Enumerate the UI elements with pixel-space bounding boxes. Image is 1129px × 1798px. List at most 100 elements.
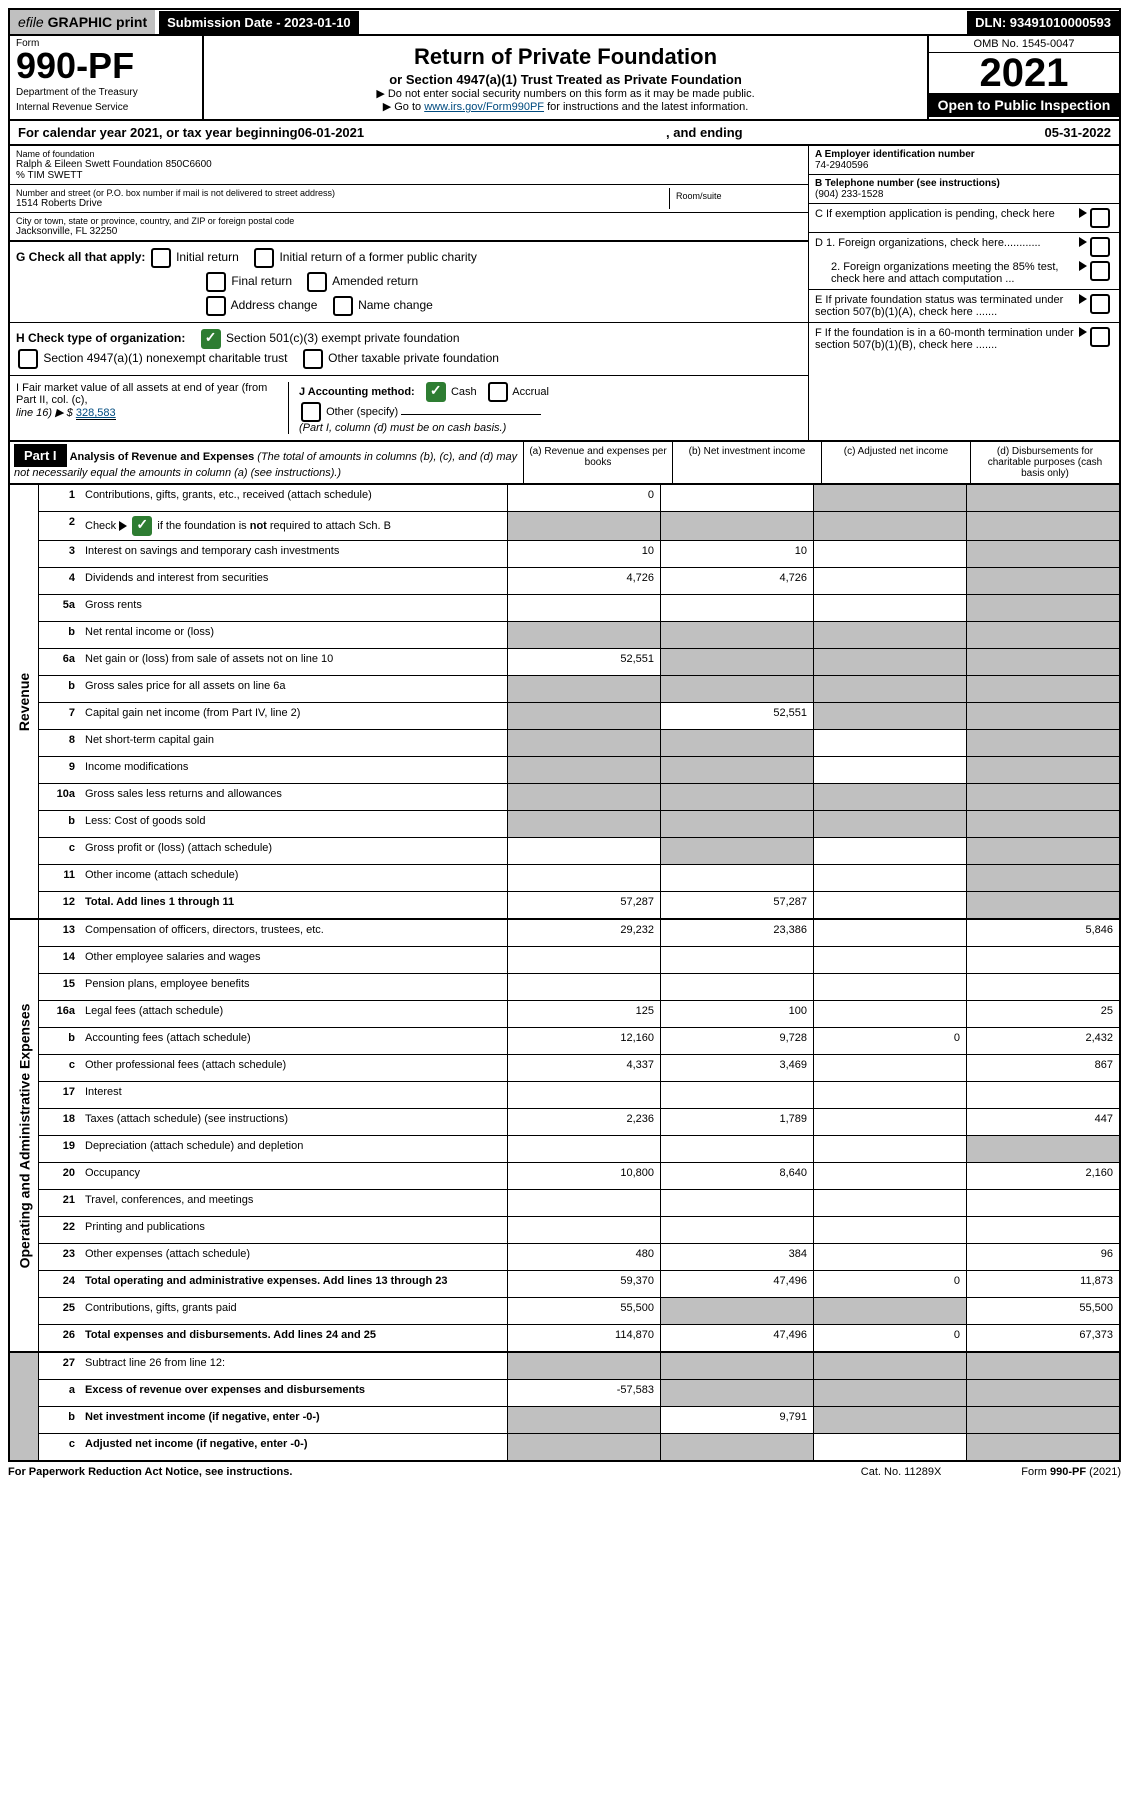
row-val bbox=[966, 649, 1119, 675]
chk-4947[interactable] bbox=[18, 349, 38, 369]
chk-cash[interactable] bbox=[426, 382, 446, 402]
col-a-head: (a) Revenue and expenses per books bbox=[523, 442, 672, 483]
row-num: 27 bbox=[39, 1353, 79, 1379]
row-val: 55,500 bbox=[966, 1298, 1119, 1324]
expenses-label: Operating and Administrative Expenses bbox=[16, 1003, 32, 1268]
row-val bbox=[660, 730, 813, 756]
dept-irs: Internal Revenue Service bbox=[16, 102, 196, 113]
row-val: 100 bbox=[660, 1001, 813, 1027]
row-val bbox=[660, 865, 813, 891]
row-val bbox=[813, 541, 966, 567]
d1-label: D 1. Foreign organizations, check here..… bbox=[815, 237, 1079, 257]
row-val: 12,160 bbox=[507, 1028, 660, 1054]
row-val: 114,870 bbox=[507, 1325, 660, 1351]
row-val bbox=[660, 595, 813, 621]
chk-e[interactable] bbox=[1090, 294, 1110, 314]
chk-other-taxable[interactable] bbox=[303, 349, 323, 369]
row-val: 23,386 bbox=[660, 920, 813, 946]
fmv-value[interactable]: 328,583 bbox=[76, 407, 116, 420]
row-val bbox=[966, 595, 1119, 621]
row-desc: Total expenses and disbursements. Add li… bbox=[79, 1325, 507, 1351]
chk-f[interactable] bbox=[1090, 327, 1110, 347]
address-cell: Number and street (or P.O. box number if… bbox=[10, 185, 808, 213]
table-row: 13Compensation of officers, directors, t… bbox=[39, 920, 1119, 947]
header-center: Return of Private Foundation or Section … bbox=[204, 36, 927, 119]
instr2-post: for instructions and the latest informat… bbox=[547, 101, 748, 113]
row-desc: Interest bbox=[79, 1082, 507, 1108]
row-val: 47,496 bbox=[660, 1325, 813, 1351]
row-val: 2,160 bbox=[966, 1163, 1119, 1189]
row-val bbox=[507, 1136, 660, 1162]
table-row: 17Interest bbox=[39, 1082, 1119, 1109]
revenue-table: Revenue 1Contributions, gifts, grants, e… bbox=[8, 485, 1121, 920]
phone-cell: B Telephone number (see instructions) (9… bbox=[809, 175, 1119, 204]
row-val: 55,500 bbox=[507, 1298, 660, 1324]
row-val: 96 bbox=[966, 1244, 1119, 1270]
efile-suffix: GRAPHIC print bbox=[48, 14, 148, 30]
row-desc: Gross profit or (loss) (attach schedule) bbox=[79, 838, 507, 864]
chk-c[interactable] bbox=[1090, 208, 1110, 228]
efile-prefix: efile bbox=[18, 14, 44, 30]
row-num: b bbox=[39, 811, 79, 837]
chk-initial-return[interactable] bbox=[151, 248, 171, 268]
row-desc: Contributions, gifts, grants, etc., rece… bbox=[79, 485, 507, 511]
row-val: 447 bbox=[966, 1109, 1119, 1135]
row-num: b bbox=[39, 1028, 79, 1054]
row-num: b bbox=[39, 676, 79, 702]
chk-other-method[interactable] bbox=[301, 402, 321, 422]
row-val: 125 bbox=[507, 1001, 660, 1027]
table-row: 7Capital gain net income (from Part IV, … bbox=[39, 703, 1119, 730]
row-desc: Other income (attach schedule) bbox=[79, 865, 507, 891]
table-row: 1Contributions, gifts, grants, etc., rec… bbox=[39, 485, 1119, 512]
row-val bbox=[507, 1190, 660, 1216]
row-val bbox=[507, 703, 660, 729]
top-bar: efile GRAPHIC print Submission Date - 20… bbox=[8, 8, 1121, 36]
row-desc: Adjusted net income (if negative, enter … bbox=[79, 1434, 507, 1460]
revenue-side-label: Revenue bbox=[10, 485, 39, 918]
footer-right: Form 990-PF (2021) bbox=[1021, 1466, 1121, 1478]
chk-accrual[interactable] bbox=[488, 382, 508, 402]
table-row: 24Total operating and administrative exp… bbox=[39, 1271, 1119, 1298]
chk-amended[interactable] bbox=[307, 272, 327, 292]
row-val: 3,469 bbox=[660, 1055, 813, 1081]
section-h: H Check type of organization: Section 50… bbox=[10, 322, 808, 375]
e-label: E If private foundation status was termi… bbox=[815, 294, 1079, 318]
row-val bbox=[966, 703, 1119, 729]
row-val bbox=[966, 1217, 1119, 1243]
row-num: c bbox=[39, 1055, 79, 1081]
part1-desc-cell: Part I Analysis of Revenue and Expenses … bbox=[10, 442, 523, 483]
row-num: 9 bbox=[39, 757, 79, 783]
chk-initial-public[interactable] bbox=[254, 248, 274, 268]
chk-address-change[interactable] bbox=[206, 296, 226, 316]
row-val bbox=[813, 1109, 966, 1135]
table-row: 12Total. Add lines 1 through 1157,28757,… bbox=[39, 892, 1119, 918]
a-label: A Employer identification number bbox=[815, 149, 975, 160]
row-val bbox=[966, 1353, 1119, 1379]
row-desc: Travel, conferences, and meetings bbox=[79, 1190, 507, 1216]
row-val bbox=[813, 811, 966, 837]
arrow-icon bbox=[1079, 294, 1087, 304]
row-desc: Other professional fees (attach schedule… bbox=[79, 1055, 507, 1081]
chk-name-change[interactable] bbox=[333, 296, 353, 316]
row-num: 23 bbox=[39, 1244, 79, 1270]
row-desc: Less: Cost of goods sold bbox=[79, 811, 507, 837]
form-link[interactable]: www.irs.gov/Form990PF bbox=[424, 101, 544, 113]
h-opt-3: Other taxable private foundation bbox=[328, 351, 499, 365]
header-right: OMB No. 1545-0047 2021 Open to Public In… bbox=[927, 36, 1119, 119]
h-label: H Check type of organization: bbox=[16, 331, 185, 345]
chk-501c3[interactable] bbox=[201, 329, 221, 349]
chk-d1[interactable] bbox=[1090, 237, 1110, 257]
chk-final-return[interactable] bbox=[206, 272, 226, 292]
arrow-icon bbox=[1079, 261, 1087, 271]
row-val: -57,583 bbox=[507, 1380, 660, 1406]
row-val bbox=[966, 838, 1119, 864]
table-row: 22Printing and publications bbox=[39, 1217, 1119, 1244]
row-val bbox=[966, 1380, 1119, 1406]
chk-d2[interactable] bbox=[1090, 261, 1110, 281]
table-row: 15Pension plans, employee benefits bbox=[39, 974, 1119, 1001]
part1-header-row: Part I Analysis of Revenue and Expenses … bbox=[8, 442, 1121, 485]
row-val bbox=[966, 1190, 1119, 1216]
expenses-table: Operating and Administrative Expenses 13… bbox=[8, 920, 1121, 1353]
row-val: 47,496 bbox=[660, 1271, 813, 1297]
row-val bbox=[660, 1434, 813, 1460]
